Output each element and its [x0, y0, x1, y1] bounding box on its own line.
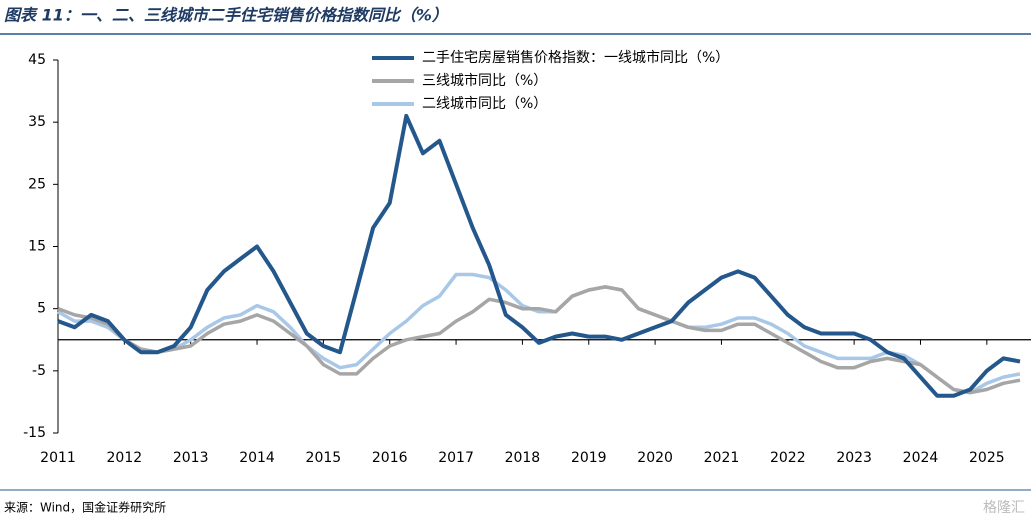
x-tick-label: 2023	[836, 450, 872, 466]
x-tick-label: 2018	[505, 450, 541, 466]
y-tick-label: 45	[28, 52, 46, 68]
series-line	[57, 113, 1021, 398]
x-tick-label: 2024	[903, 450, 939, 466]
legend-label: 二手住宅房屋销售价格指数：一线城市同比（%）	[422, 49, 729, 66]
y-tick-label: 35	[28, 114, 46, 130]
watermark: 格隆汇	[983, 500, 1025, 516]
legend-label: 三线城市同比（%）	[422, 72, 547, 89]
x-tick-label: 2016	[372, 450, 408, 466]
source: 来源：Wind，国金证券研究所	[4, 500, 166, 515]
x-tick-label: 2019	[571, 450, 607, 466]
y-tick-label: 25	[28, 176, 46, 192]
x-tick-label: 2013	[173, 450, 209, 466]
series-line	[57, 285, 1021, 395]
x-tick-label: 2021	[704, 450, 740, 466]
x-tick-label: 2020	[637, 450, 673, 466]
y-tick-label: -5	[32, 363, 46, 379]
chart-title: 图表 11：一、二、三线城市二手住宅销售价格指数同比（%）	[4, 6, 448, 25]
y-tick-label: 15	[28, 239, 46, 255]
x-tick-label: 2017	[438, 450, 474, 466]
x-tick-label: 2014	[239, 450, 275, 466]
x-tick-label: 2011	[40, 450, 76, 466]
legend-label: 二线城市同比（%）	[422, 95, 547, 112]
x-tick-label: 2015	[306, 450, 342, 466]
y-tick-label: 5	[37, 301, 46, 317]
x-tick-label: 2025	[969, 450, 1005, 466]
x-tick-label: 2022	[770, 450, 806, 466]
series-line	[57, 272, 1021, 395]
x-tick-label: 2012	[107, 450, 143, 466]
y-tick-label: -15	[23, 425, 46, 441]
